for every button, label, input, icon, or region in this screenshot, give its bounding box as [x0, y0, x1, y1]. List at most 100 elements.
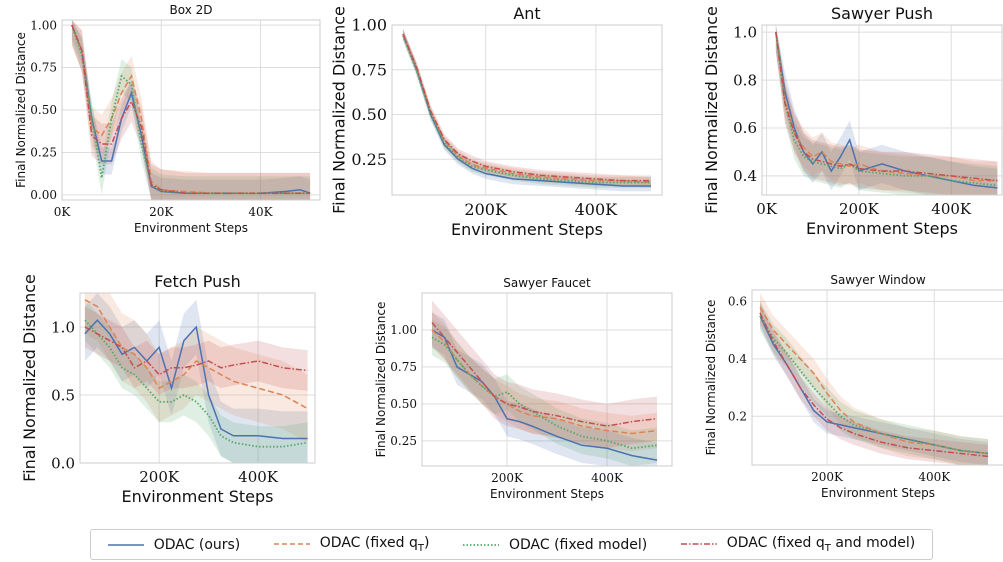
panel-title: Box 2D: [170, 3, 213, 17]
legend-label-odac-ours: ODAC (ours): [153, 536, 241, 553]
y-tick-label: 0.50: [30, 103, 57, 117]
figure-grid: 0K 20K 40K 0.00 0.25 0.50 0.75 1.00 Box 2D Enviro…: [14, 3, 1003, 506]
y-tick-label: 0.75: [30, 61, 57, 75]
x-tick-label: 400K: [918, 470, 951, 484]
series-band-odac-fixed-model: [432, 319, 657, 466]
x-axis-label: Environment Steps: [490, 487, 604, 501]
plot-frame: [79, 292, 316, 464]
plot-frame: [421, 292, 673, 467]
y-tick-label: 0.25: [390, 434, 417, 448]
plot-area: [80, 293, 315, 463]
x-tick-label: 200K: [139, 468, 180, 486]
y-axis-label: Final Normalized Distance: [14, 32, 28, 188]
series-band-odac-fixed-qt-and-model: [84, 306, 308, 395]
x-axis-label: Environment Steps: [821, 486, 935, 500]
legend-swatch-odac-ours: [107, 543, 144, 546]
x-tick-label: 400K: [931, 200, 972, 218]
x-axis-label: Environment Steps: [806, 219, 958, 238]
series-line-odac-ours: [431, 329, 658, 461]
x-tick-label: 400K: [591, 471, 624, 485]
series-band-odac-fixed-model: [84, 299, 308, 463]
y-tick-label: 0.6: [733, 119, 757, 137]
series-line-odac-fixed-qt-and-model: [402, 33, 651, 182]
legend: ODAC (ours) ODAC (fixed qT) ODAC (fixed …: [90, 529, 933, 560]
series-band-odac-fixed-qt: [71, 20, 311, 200]
x-tick-label: 40K: [248, 205, 273, 219]
series-band-odac-ours: [432, 312, 657, 466]
y-tick-label: 0.75: [390, 360, 417, 374]
panel-title: Sawyer Faucet: [503, 276, 591, 290]
panel-box-2d: 0K 20K 40K 0.00 0.25 0.50 0.75 1.00 Box 2D Enviro…: [14, 3, 321, 235]
panel-fetch-push: 200K 400K 0.0 0.5 1.0 Fetch Push Environment S…: [20, 272, 316, 506]
series-line-odac-ours: [402, 33, 651, 187]
y-tick-label: 0.00: [30, 188, 57, 202]
x-tick-label: 200K: [811, 470, 844, 484]
x-axis-label: Environment Steps: [121, 487, 273, 506]
series-line-odac-fixed-qt: [759, 306, 988, 455]
y-tick-label: 0.2: [728, 409, 747, 423]
y-axis-label: Final Normalized Distance: [329, 6, 348, 214]
series-band-odac-fixed-model: [71, 20, 311, 200]
y-tick-label: 1.00: [390, 323, 417, 337]
plot-frame: [761, 24, 1003, 196]
x-tick-label: 200K: [839, 200, 880, 218]
series-band-odac-fixed-qt: [432, 312, 657, 452]
y-tick-label: 0.50: [390, 397, 417, 411]
legend-item-odac-fixed-qt-and-model: ODAC (fixed qT and model): [680, 535, 915, 554]
x-tick-label: 400K: [238, 468, 279, 486]
plot-frame: [61, 19, 321, 201]
legend-swatch-odac-fixed-qt-and-model: [680, 543, 717, 546]
y-tick-label: 0.8: [733, 71, 757, 89]
panel-title: Sawyer Window: [830, 273, 926, 287]
panel-title: Ant: [513, 4, 540, 23]
y-tick-label: 1.00: [351, 16, 387, 35]
plot-area: [762, 25, 1002, 195]
series-line-odac-fixed-model: [84, 319, 308, 448]
plot-area: [392, 25, 662, 195]
series-line-odac-fixed-model: [402, 35, 651, 184]
series-line-odac-fixed-qt-and-model: [71, 24, 311, 194]
panel-title: Sawyer Push: [831, 4, 933, 23]
y-tick-label: 0.25: [351, 150, 387, 169]
plot-frame: [751, 289, 1003, 466]
y-tick-label: 1.0: [733, 23, 757, 41]
panel-sawyer-faucet: 200K 400K 0.25 0.50 0.75 1.00 Sawyer Faucet Env…: [374, 276, 673, 501]
series-band-odac-fixed-qt: [775, 25, 998, 195]
series-band-odac-ours: [775, 25, 998, 195]
series-band-odac-ours: [760, 304, 988, 465]
series-band-odac-fixed-qt-and-model: [432, 300, 657, 449]
y-tick-label: 0.25: [30, 146, 57, 160]
x-tick-label: 200K: [491, 471, 524, 485]
series-line-odac-fixed-model: [759, 315, 989, 455]
x-tick-label: 200K: [464, 200, 508, 219]
legend-item-odac-fixed-qt: ODAC (fixed qT): [273, 535, 429, 554]
legend-label-odac-fixed-model: ODAC (fixed model): [508, 536, 648, 553]
panel-ant: 200K 400K 0.25 0.50 0.75 1.00 Ant Environment S…: [329, 4, 663, 239]
panel-sawyer-push: 0K 200K 400K 0.4 0.6 0.8 1.0 Sawyer Push Environ…: [702, 4, 1003, 238]
series-line-odac-fixed-qt: [775, 32, 998, 182]
series-band-odac-fixed-qt: [84, 293, 308, 443]
y-tick-label: 0.0: [51, 454, 75, 472]
panel-sawyer-window: 200K 400K 0.2 0.4 0.6 Sawyer Window Environmen…: [704, 273, 1003, 500]
series-band-odac-fixed-model: [775, 25, 998, 195]
y-axis-label: Final Normalized Distance: [704, 300, 718, 456]
series-line-odac-fixed-qt-and-model: [775, 32, 998, 182]
y-tick-label: 0.50: [351, 105, 387, 124]
x-tick-label: 400K: [575, 200, 619, 219]
y-tick-label: 0.4: [733, 167, 757, 185]
y-tick-label: 0.6: [728, 295, 747, 309]
series-line-odac-fixed-qt: [431, 329, 658, 435]
y-tick-label: 0.4: [728, 352, 747, 366]
series-line-odac-fixed-qt-and-model: [84, 326, 308, 376]
y-axis-label: Final Normalized Distance: [20, 274, 39, 482]
series-band-odac-fixed-qt-and-model: [71, 20, 311, 200]
legend-swatch-odac-fixed-qt: [273, 543, 310, 546]
panel-title: Fetch Push: [154, 272, 240, 291]
x-tick-label: 0K: [54, 205, 72, 219]
x-tick-label: 0K: [756, 200, 778, 218]
y-tick-label: 0.5: [51, 386, 75, 404]
y-tick-label: 1.00: [30, 18, 57, 32]
series-band-odac-fixed-qt-and-model: [775, 25, 998, 195]
legend-swatch-odac-fixed-model: [462, 543, 499, 546]
plot-frame: [391, 24, 663, 196]
